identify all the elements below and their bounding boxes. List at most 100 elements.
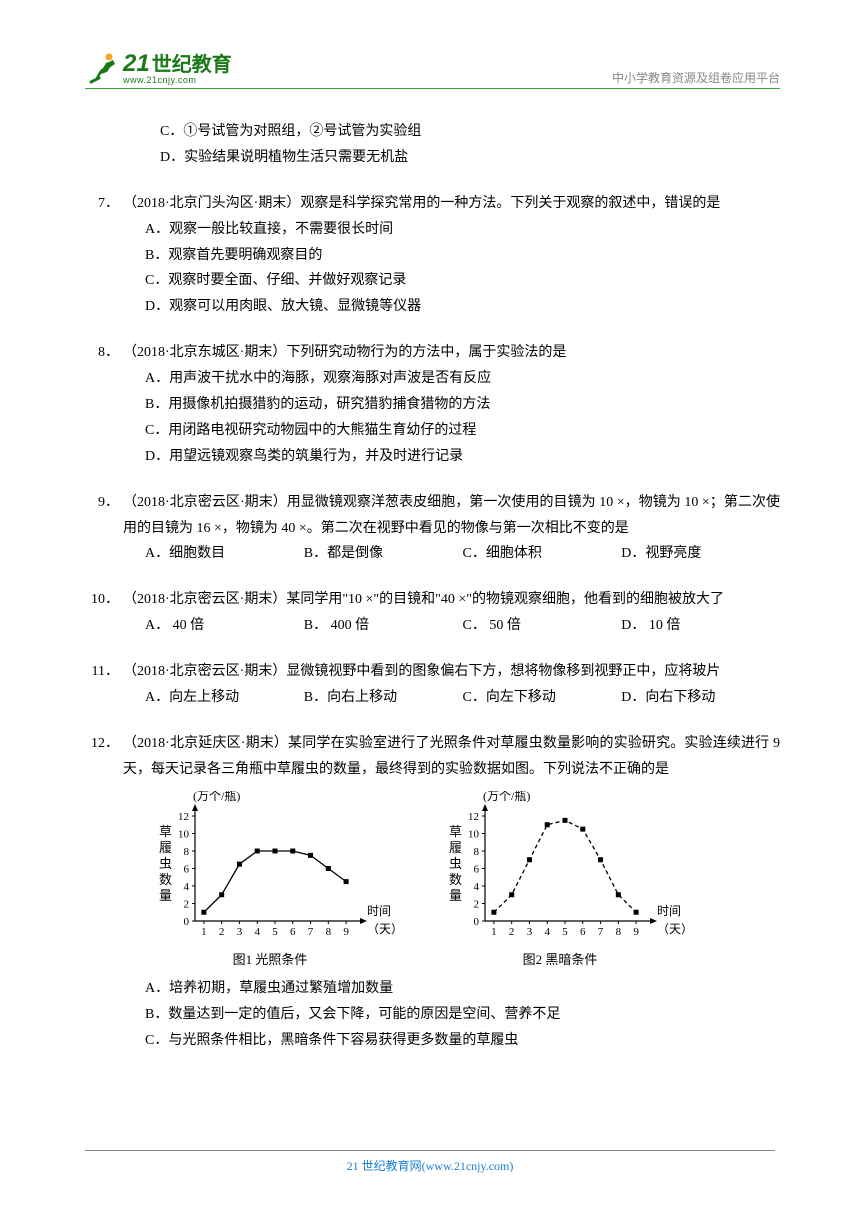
page-footer: 21 世纪教育网(www.21cnjy.com) xyxy=(0,1150,860,1174)
svg-text:数: 数 xyxy=(449,872,462,887)
svg-text:4: 4 xyxy=(254,926,260,938)
option-a: A．细胞数目 xyxy=(145,541,304,567)
footer-text: 21 世纪教育网(www.21cnjy.com) xyxy=(347,1159,514,1173)
svg-text:12: 12 xyxy=(468,811,479,823)
svg-text:8: 8 xyxy=(184,846,190,858)
logo-chinese: 世纪教育 xyxy=(152,55,232,75)
svg-text:7: 7 xyxy=(308,926,314,938)
svg-text:数: 数 xyxy=(159,872,172,887)
svg-text:2: 2 xyxy=(474,898,480,910)
svg-text:7: 7 xyxy=(598,926,604,938)
option-c: C．观察时要全面、仔细、并做好观察记录 xyxy=(85,268,780,294)
page-header: 21 世纪教育 www.21cnjy.com 中小学教育资源及组卷应用平台 xyxy=(85,50,780,89)
option-c: C．细胞体积 xyxy=(463,541,622,567)
chart-2-caption: 图2 黑暗条件 xyxy=(523,948,598,972)
svg-text:2: 2 xyxy=(184,898,190,910)
option-c: C． 50 倍 xyxy=(463,613,622,639)
svg-text:3: 3 xyxy=(527,926,533,938)
option-d: D．实验结果说明植物生活只需要无机盐 xyxy=(85,145,780,171)
svg-text:时间: 时间 xyxy=(367,904,391,918)
chart-1-svg: 024681012123456789(万个/瓶)草履虫数量时间（天） xyxy=(145,791,395,946)
question-12: 12． （2018·北京延庆区·期末）某同学在实验室进行了光照条件对草履虫数量影… xyxy=(85,731,780,1054)
svg-text:草: 草 xyxy=(449,824,462,839)
svg-text:0: 0 xyxy=(474,916,480,928)
svg-text:履: 履 xyxy=(449,840,462,855)
header-subtitle: 中小学教育资源及组卷应用平台 xyxy=(612,69,780,86)
option-b: B．数量达到一定的值后，又会下降，可能的原因是空间、营养不足 xyxy=(85,1002,780,1028)
svg-text:1: 1 xyxy=(201,926,207,938)
option-b: B． 400 倍 xyxy=(304,613,463,639)
svg-text:12: 12 xyxy=(178,811,189,823)
question-number: 11． xyxy=(85,659,123,685)
question-11: 11． （2018·北京密云区·期末）显微镜视野中看到的图象偏右下方，想将物像移… xyxy=(85,659,780,711)
logo-number: 21 xyxy=(123,52,150,76)
question-number: 8． xyxy=(85,340,123,366)
chart-1: 024681012123456789(万个/瓶)草履虫数量时间（天） 图1 光照… xyxy=(145,791,395,972)
question-number: 12． xyxy=(85,731,123,783)
question-10: 10． （2018·北京密云区·期末）某同学用"10 ×"的目镜和"40 ×"的… xyxy=(85,587,780,639)
option-d: D．观察可以用肉眼、放大镜、显微镜等仪器 xyxy=(85,294,780,320)
option-b: B．用摄像机拍摄猎豹的运动，研究猎豹捕食猎物的方法 xyxy=(85,392,780,418)
svg-text:2: 2 xyxy=(219,926,225,938)
svg-text:4: 4 xyxy=(474,881,480,893)
svg-text:8: 8 xyxy=(326,926,332,938)
option-a: A．观察一般比较直接，不需要很长时间 xyxy=(85,217,780,243)
svg-text:6: 6 xyxy=(580,926,586,938)
question-7: 7． （2018·北京门头沟区·期末）观察是科学探究常用的一种方法。下列关于观察… xyxy=(85,191,780,320)
svg-text:时间: 时间 xyxy=(657,904,681,918)
question-number: 9． xyxy=(85,490,123,542)
option-c: C．用闭路电视研究动物园中的大熊猫生育幼仔的过程 xyxy=(85,418,780,444)
svg-text:5: 5 xyxy=(562,926,568,938)
svg-text:(万个/瓶): (万个/瓶) xyxy=(483,791,530,803)
question-stem: （2018·北京东城区·期末）下列研究动物行为的方法中，属于实验法的是 xyxy=(123,340,780,366)
chart-1-caption: 图1 光照条件 xyxy=(233,948,308,972)
option-b: B．都是倒像 xyxy=(304,541,463,567)
svg-text:9: 9 xyxy=(343,926,349,938)
question-stem: （2018·北京密云区·期末）用显微镜观察洋葱表皮细胞，第一次使用的目镜为 10… xyxy=(123,490,780,542)
svg-text:1: 1 xyxy=(491,926,497,938)
svg-text:量: 量 xyxy=(159,888,172,903)
charts-row: 024681012123456789(万个/瓶)草履虫数量时间（天） 图1 光照… xyxy=(85,791,780,972)
svg-text:草: 草 xyxy=(159,824,172,839)
option-d: D． 10 倍 xyxy=(621,613,780,639)
svg-text:(万个/瓶): (万个/瓶) xyxy=(193,791,240,803)
question-stem: （2018·北京密云区·期末）显微镜视野中看到的图象偏右下方，想将物像移到视野正… xyxy=(123,659,780,685)
svg-text:3: 3 xyxy=(237,926,243,938)
svg-text:4: 4 xyxy=(184,881,190,893)
runner-icon xyxy=(85,50,121,86)
svg-text:9: 9 xyxy=(633,926,639,938)
chart-2-svg: 024681012123456789(万个/瓶)草履虫数量时间（天） xyxy=(435,791,685,946)
svg-text:6: 6 xyxy=(474,863,480,875)
page-root: 21 世纪教育 www.21cnjy.com 中小学教育资源及组卷应用平台 C．… xyxy=(0,0,860,1093)
option-a: A．向左上移动 xyxy=(145,685,304,711)
svg-text:4: 4 xyxy=(544,926,550,938)
svg-text:虫: 虫 xyxy=(159,856,172,871)
svg-text:6: 6 xyxy=(290,926,296,938)
option-c: C．向左下移动 xyxy=(463,685,622,711)
svg-text:0: 0 xyxy=(184,916,190,928)
svg-text:虫: 虫 xyxy=(449,856,462,871)
option-a: A． 40 倍 xyxy=(145,613,304,639)
question-stem: （2018·北京门头沟区·期末）观察是科学探究常用的一种方法。下列关于观察的叙述… xyxy=(123,191,780,217)
svg-text:（天）: （天） xyxy=(657,922,685,936)
svg-text:8: 8 xyxy=(616,926,622,938)
question-number: 7． xyxy=(85,191,123,217)
svg-text:6: 6 xyxy=(184,863,190,875)
question-stem: （2018·北京延庆区·期末）某同学在实验室进行了光照条件对草履虫数量影响的实验… xyxy=(123,731,780,783)
question-stem: （2018·北京密云区·期末）某同学用"10 ×"的目镜和"40 ×"的物镜观察… xyxy=(123,587,780,613)
option-c: C．与光照条件相比，黑暗条件下容易获得更多数量的草履虫 xyxy=(85,1028,780,1054)
svg-text:量: 量 xyxy=(449,888,462,903)
svg-text:履: 履 xyxy=(159,840,172,855)
logo-url: www.21cnjy.com xyxy=(123,76,232,85)
option-b: B．向右上移动 xyxy=(304,685,463,711)
question-9: 9． （2018·北京密云区·期末）用显微镜观察洋葱表皮细胞，第一次使用的目镜为… xyxy=(85,490,780,568)
option-d: D．视野亮度 xyxy=(621,541,780,567)
option-d: D．用望远镜观察鸟类的筑巢行为，并及时进行记录 xyxy=(85,444,780,470)
svg-text:（天）: （天） xyxy=(367,922,395,936)
content-body: C．①号试管为对照组，②号试管为实验组 D．实验结果说明植物生活只需要无机盐 7… xyxy=(85,119,780,1053)
question-number: 10． xyxy=(85,587,123,613)
option-a: A．用声波干扰水中的海豚，观察海豚对声波是否有反应 xyxy=(85,366,780,392)
svg-text:10: 10 xyxy=(178,828,190,840)
question-8: 8． （2018·北京东城区·期末）下列研究动物行为的方法中，属于实验法的是 A… xyxy=(85,340,780,469)
svg-text:5: 5 xyxy=(272,926,278,938)
